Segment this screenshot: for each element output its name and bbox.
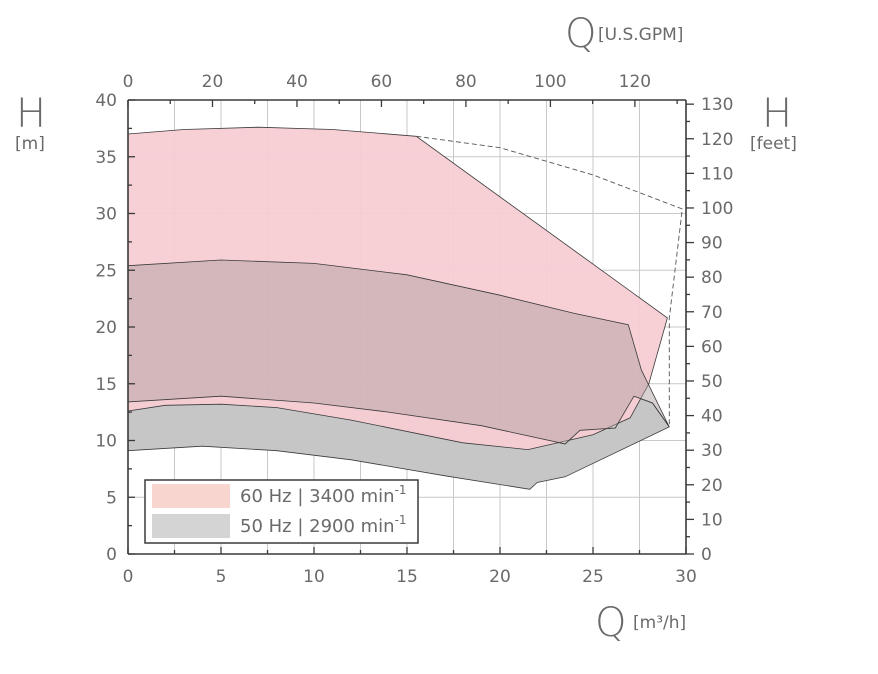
y-left-unit: [m]: [15, 134, 45, 154]
x-bottom-unit: [m³/h]: [633, 613, 686, 633]
tick-label-y-left: 5: [106, 488, 117, 508]
tick-label-y-left: 0: [106, 545, 117, 565]
tick-label-x-top: 120: [619, 72, 651, 92]
tick-label-y-left: 35: [95, 148, 117, 168]
tick-label-y-right: 20: [701, 476, 723, 496]
y-right-unit: [feet]: [750, 134, 797, 154]
legend-label-50hz: 50 Hz | 2900 min-1: [240, 513, 407, 537]
tick-label-y-right: 110: [701, 164, 733, 184]
tick-label-y-right: 10: [701, 510, 723, 530]
tick-label-x-bottom: 20: [489, 567, 511, 587]
tick-label-x-top: 40: [286, 72, 308, 92]
tick-label-y-right: 80: [701, 268, 723, 288]
tick-label-x-bottom: 15: [396, 567, 418, 587]
tick-label-x-top: 100: [534, 72, 566, 92]
tick-label-x-top: 20: [202, 72, 224, 92]
axes: 0 5 10 15 20 25 300 20 40 60 80 100 1200510152025303…: [95, 72, 733, 587]
tick-label-y-left: 10: [95, 432, 117, 452]
tick-label-x-bottom: 25: [582, 567, 604, 587]
tick-label-y-right: 50: [701, 372, 723, 392]
tick-label-y-left: 20: [95, 318, 117, 338]
legend-swatch-60hz: [152, 484, 230, 508]
x-top-symbol: Q: [565, 11, 596, 57]
curve-areas: [127, 126, 683, 490]
tick-label-y-right: 0: [701, 545, 712, 565]
tick-label-y-right: 120: [701, 130, 733, 150]
tick-label-x-top: 60: [371, 72, 393, 92]
tick-label-y-right: 40: [701, 407, 723, 427]
tick-label-y-right: 70: [701, 303, 723, 323]
area-50hz: [127, 259, 670, 445]
tick-label-y-left: 40: [95, 91, 117, 111]
legend-label-60hz: 60 Hz | 3400 min-1: [240, 483, 407, 507]
area-60hz: [127, 126, 668, 451]
dashed-outline: [416, 135, 683, 427]
tick-label-x-bottom: 30: [675, 567, 697, 587]
tick-label-x-bottom: 5: [216, 567, 227, 587]
tick-label-y-right: 60: [701, 337, 723, 357]
tick-label-y-left: 30: [95, 205, 117, 225]
tick-label-x-bottom: 10: [303, 567, 325, 587]
tick-label-y-left: 25: [95, 261, 117, 281]
tick-label-y-right: 30: [701, 441, 723, 461]
tick-label-x-bottom: 0: [123, 567, 134, 587]
x-top-unit: [U.S.GPM]: [598, 25, 683, 45]
tick-label-y-left: 15: [95, 375, 117, 395]
tick-label-x-top: 0: [123, 72, 134, 92]
legend-swatch-50hz: [152, 514, 230, 538]
tick-label-y-right: 100: [701, 199, 733, 219]
tick-label-y-right: 130: [701, 95, 733, 115]
y-right-symbol: H: [762, 91, 792, 137]
y-left-symbol: H: [16, 91, 46, 137]
tick-label-x-top: 80: [455, 72, 477, 92]
legend: 60 Hz | 3400 min-1 50 Hz | 2900 min-1: [144, 479, 419, 544]
tick-label-y-right: 90: [701, 234, 723, 254]
x-bottom-symbol: Q: [595, 600, 626, 646]
